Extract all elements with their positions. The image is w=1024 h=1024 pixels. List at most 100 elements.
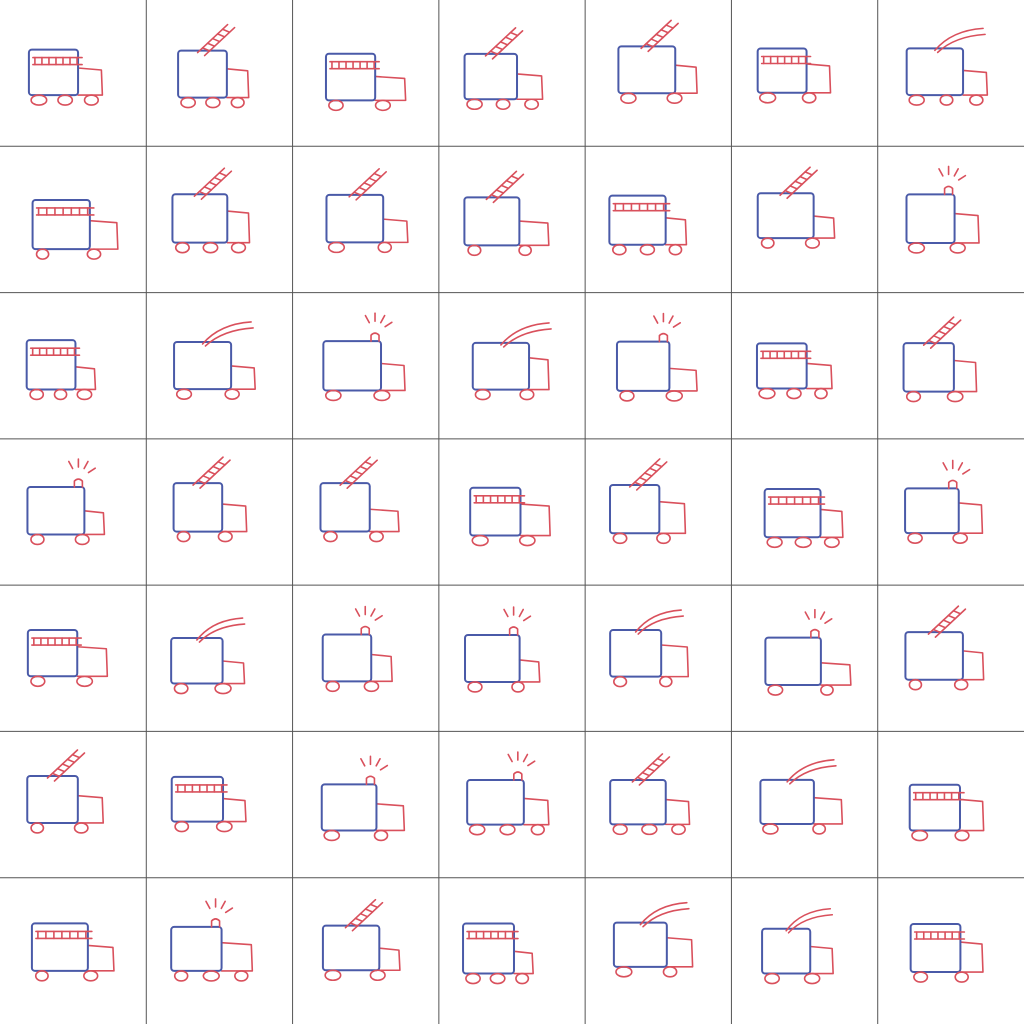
truck-body bbox=[30, 922, 89, 972]
siren bbox=[73, 478, 84, 488]
truck-cab bbox=[74, 365, 97, 391]
wheel bbox=[968, 94, 984, 106]
wheel bbox=[324, 969, 342, 982]
wheel bbox=[224, 388, 240, 400]
wheel bbox=[30, 822, 45, 834]
hose bbox=[637, 615, 684, 635]
wheel bbox=[325, 680, 340, 693]
wheel bbox=[671, 823, 686, 836]
truck-cab bbox=[77, 67, 104, 96]
ladder-rung bbox=[344, 479, 353, 485]
wheel bbox=[466, 98, 483, 111]
wheel bbox=[230, 96, 245, 109]
wheel bbox=[939, 94, 954, 106]
light-ray bbox=[87, 467, 97, 474]
wheel bbox=[665, 390, 684, 402]
ladder-rung bbox=[650, 38, 659, 43]
ladder-rung bbox=[203, 186, 213, 191]
wheel bbox=[662, 966, 678, 978]
truck-doodle bbox=[321, 605, 393, 693]
truck-cab bbox=[813, 796, 844, 825]
ladder-rung bbox=[932, 628, 942, 634]
wheel bbox=[205, 96, 221, 109]
truck-doodle bbox=[31, 198, 119, 260]
siren bbox=[365, 775, 376, 786]
truck-cab bbox=[962, 650, 985, 681]
light-ray bbox=[379, 314, 386, 324]
light-ray bbox=[942, 462, 948, 471]
light-ray bbox=[507, 753, 513, 763]
truck-doodle bbox=[177, 23, 250, 109]
truck-body bbox=[464, 634, 521, 683]
wheel bbox=[794, 536, 812, 549]
wheel bbox=[489, 972, 506, 985]
truck-doodle bbox=[756, 166, 836, 249]
wheel bbox=[57, 94, 74, 106]
siren bbox=[360, 625, 371, 636]
truck-cab bbox=[77, 794, 105, 824]
truck-cab bbox=[962, 69, 989, 96]
truck-doodle bbox=[615, 312, 698, 402]
truck-cab bbox=[523, 797, 550, 826]
truck-doodle bbox=[320, 755, 406, 842]
wheel bbox=[83, 94, 99, 106]
light-ray bbox=[962, 468, 971, 475]
hose bbox=[502, 328, 552, 348]
truck-body bbox=[27, 48, 80, 97]
ladder-rung bbox=[789, 185, 798, 190]
wheel bbox=[173, 970, 189, 982]
ladder-rung bbox=[937, 330, 947, 335]
truck-body bbox=[902, 342, 955, 393]
ladder-rung bbox=[952, 609, 962, 615]
truck-body bbox=[609, 778, 667, 826]
wheel bbox=[641, 823, 658, 836]
ladder-rung bbox=[349, 475, 358, 480]
truck-cab bbox=[528, 357, 550, 391]
ladder-rung bbox=[213, 176, 223, 182]
truck-doodle bbox=[319, 456, 400, 543]
truck-doodle bbox=[170, 617, 246, 695]
wheel bbox=[814, 387, 828, 400]
light-ray bbox=[938, 168, 944, 177]
ladder-rung bbox=[211, 37, 221, 43]
truck-body bbox=[319, 482, 371, 533]
wheel bbox=[30, 533, 45, 546]
hose bbox=[642, 907, 690, 928]
truck-body bbox=[756, 192, 815, 240]
truck-body bbox=[761, 927, 812, 975]
ladder-rung bbox=[66, 758, 76, 764]
ladder-rung bbox=[942, 325, 952, 331]
wheel bbox=[323, 829, 341, 842]
truck-body bbox=[759, 778, 815, 825]
wheel bbox=[762, 823, 779, 835]
wheel bbox=[73, 822, 89, 834]
hose bbox=[639, 901, 688, 926]
ladder-rung bbox=[937, 623, 947, 629]
ladder-rung bbox=[202, 474, 211, 480]
light-ray bbox=[354, 608, 361, 617]
ladder-rung bbox=[636, 776, 646, 782]
truck-body bbox=[755, 342, 808, 390]
wheel bbox=[666, 92, 683, 105]
ladder-rung bbox=[655, 33, 664, 39]
ladder-rung bbox=[363, 182, 372, 187]
wheel bbox=[639, 243, 656, 256]
truck-cab bbox=[380, 362, 406, 392]
truck-doodle bbox=[26, 458, 106, 546]
ladder-rung bbox=[799, 175, 808, 181]
wheel bbox=[820, 684, 834, 696]
truck-cab bbox=[375, 803, 406, 832]
hose bbox=[204, 327, 254, 347]
ladder-rung bbox=[216, 33, 226, 38]
wheel bbox=[949, 242, 966, 254]
truck-body bbox=[615, 340, 671, 392]
wheel bbox=[619, 390, 635, 402]
light-ray bbox=[804, 611, 810, 620]
ladder-rung bbox=[942, 619, 952, 624]
wheel bbox=[368, 530, 384, 543]
wheel bbox=[173, 682, 189, 695]
truck-body bbox=[462, 922, 515, 975]
truck-doodle bbox=[908, 783, 985, 842]
truck-body bbox=[321, 633, 373, 683]
truck-cab bbox=[83, 510, 106, 536]
